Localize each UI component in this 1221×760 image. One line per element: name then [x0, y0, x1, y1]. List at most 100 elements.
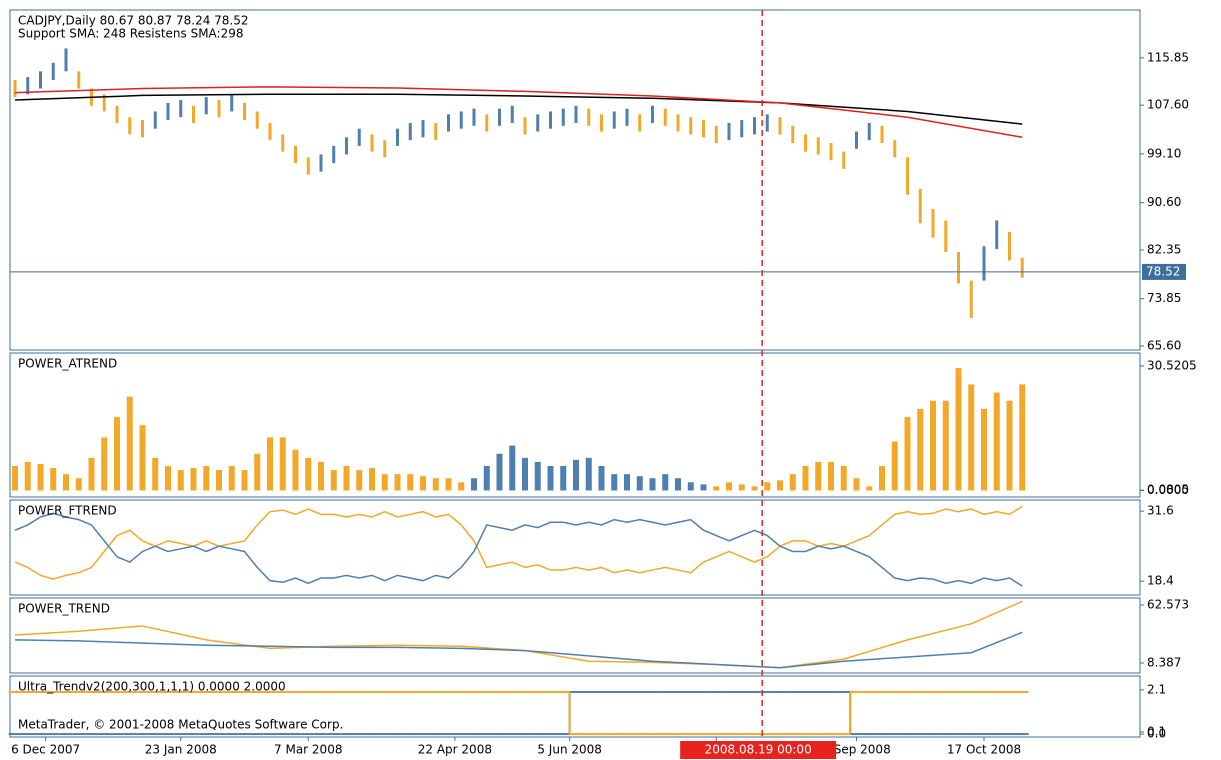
histogram-bar — [675, 478, 681, 491]
x-tick-label: 2 Sep 2008 — [822, 743, 890, 757]
sma-line — [14, 86, 1023, 139]
y-tick-label: 0.0000 — [1147, 483, 1189, 497]
histogram-bar — [75, 478, 82, 491]
cursor-label-box — [680, 741, 837, 759]
histogram-bar — [407, 474, 414, 491]
cursor-label: 2008.08.19 00:00 — [705, 743, 812, 757]
x-tick-label: 7 Mar 2008 — [274, 743, 342, 757]
histogram-bar — [993, 392, 1000, 491]
histogram-bar — [751, 486, 758, 491]
histogram-bar — [12, 465, 18, 491]
y-tick-label: 107.60 — [1147, 98, 1189, 112]
histogram-bar — [891, 441, 898, 491]
histogram-bar — [687, 482, 694, 491]
histogram-bar — [828, 461, 834, 491]
histogram-bar — [216, 470, 222, 491]
pane-subtitle: Support SMA: 248 Resistens SMA:298 — [18, 27, 244, 41]
histogram-bar — [981, 408, 987, 491]
histogram-bar — [318, 461, 324, 491]
y-tick-label: 0.0 — [1147, 727, 1166, 741]
pane-note: MetaTrader, © 2001-2008 MetaQuotes Softw… — [18, 718, 343, 732]
histogram-bar — [866, 486, 873, 491]
histogram-bar — [942, 400, 949, 491]
y-tick-label: 82.35 — [1147, 242, 1181, 256]
indicator-line — [14, 600, 1023, 669]
histogram-bar — [649, 478, 656, 491]
histogram-bar — [139, 425, 146, 491]
pane-title: Ultra_Trendv2(200,300,1,1,1) 0.0000 2.00… — [18, 680, 286, 694]
histogram-bar — [37, 463, 44, 491]
y-tick-label: 8.387 — [1147, 656, 1181, 670]
histogram-bar — [228, 465, 235, 491]
sma-line — [14, 93, 1023, 125]
histogram-bar — [471, 478, 477, 491]
pane-title: POWER_TREND — [18, 602, 110, 616]
histogram-bar — [24, 461, 31, 491]
y-tick-label: 99.10 — [1147, 146, 1181, 160]
histogram-bar — [713, 486, 720, 491]
histogram-bar — [50, 468, 57, 491]
last-price-label: 78.52 — [1146, 264, 1180, 278]
histogram-bar — [598, 465, 605, 491]
histogram-bar — [203, 465, 210, 491]
y-tick-label: 73.85 — [1147, 291, 1181, 305]
histogram-bar — [573, 459, 579, 491]
histogram-bar — [165, 465, 171, 491]
histogram-bar — [1006, 400, 1013, 491]
histogram-bar — [560, 465, 567, 491]
x-tick-label: 17 Oct 2008 — [947, 743, 1021, 757]
histogram-bar — [305, 457, 312, 491]
pane-frame — [9, 352, 1141, 498]
histogram-bar — [904, 417, 911, 491]
histogram-bar — [381, 474, 388, 491]
histogram-bar — [432, 478, 439, 491]
histogram-bar — [458, 482, 465, 491]
histogram-bar — [547, 465, 554, 491]
y-tick-label: 90.60 — [1147, 195, 1181, 209]
histogram-bar — [241, 470, 248, 491]
histogram-bar — [267, 437, 273, 491]
x-tick-label: 6 Dec 2007 — [11, 743, 80, 757]
histogram-bar — [930, 400, 936, 491]
histogram-bar — [636, 476, 643, 491]
histogram-bar — [815, 461, 822, 491]
pane-frame — [9, 9, 1141, 351]
pane-frame — [9, 499, 1141, 596]
y-tick-label: 0.1 — [1147, 724, 1166, 738]
histogram-bar — [968, 384, 975, 491]
histogram-bar — [879, 465, 885, 491]
last-price-box — [1142, 263, 1186, 280]
histogram-bar — [369, 468, 375, 491]
pane-frame — [9, 675, 1141, 738]
histogram-bar — [483, 465, 490, 491]
histogram-bar — [853, 478, 860, 491]
histogram-bar — [611, 474, 618, 491]
y-tick-label: 31.6 — [1147, 504, 1174, 518]
histogram-bar — [738, 484, 745, 491]
histogram-bar — [662, 474, 669, 491]
pane-title: POWER_FTREND — [18, 504, 117, 518]
histogram-bar — [114, 417, 120, 491]
histogram-bar — [840, 465, 847, 491]
histogram-bar — [726, 482, 732, 491]
histogram-bar — [356, 470, 363, 491]
histogram-bar — [700, 484, 707, 491]
histogram-bar — [254, 453, 261, 491]
y-tick-label: 2.1 — [1147, 682, 1166, 696]
y-tick-label: 18.4 — [1147, 574, 1174, 588]
histogram-bar — [585, 457, 592, 491]
histogram-bar — [152, 457, 159, 491]
indicator-line — [14, 631, 1023, 669]
histogram-bar — [101, 437, 108, 491]
histogram-bar — [917, 408, 924, 491]
pane-title: CADJPY,Daily 80.67 80.87 78.24 78.52 — [18, 14, 249, 28]
histogram-bar — [190, 468, 197, 491]
histogram-bar — [63, 474, 69, 491]
indicator-line — [14, 505, 1023, 580]
histogram-bar — [126, 396, 133, 491]
y-tick-label: 62.573 — [1147, 597, 1189, 611]
histogram-bar — [955, 368, 962, 491]
y-tick-label: 0.0805 — [1147, 483, 1189, 497]
y-tick-label: 30.5205 — [1147, 358, 1197, 372]
